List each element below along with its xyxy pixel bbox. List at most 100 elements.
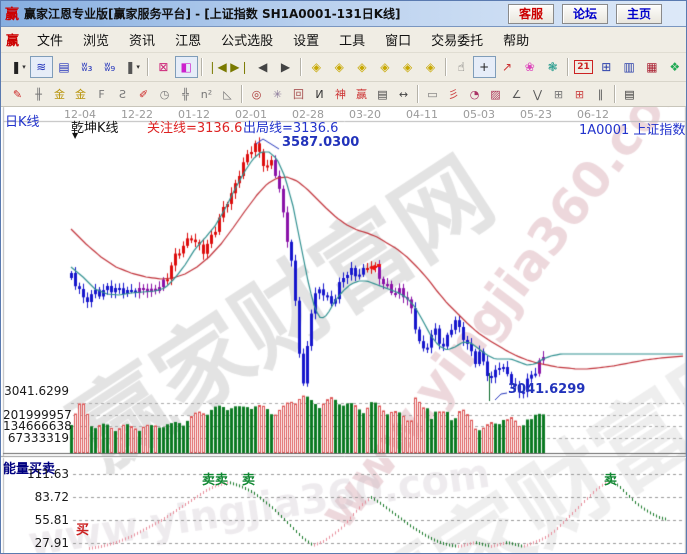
n-wave-button[interactable]: И <box>309 84 330 104</box>
toolbar-main: ❚ ▾ ≋ ▤ ʬ₃ ʬ₉ ❚ ▾ ⊠ ◧ ❘◀ ▶❘ ◀ ▶ ◈ ◈ ◈ ◈ ◈ ◈ ☝ + ↗ ❀ ❃ 21 ⊞ ▥ ▦ ❖ <box>1 53 686 82</box>
leaf-tool-button[interactable]: ❃ <box>541 56 564 78</box>
menu-item-7[interactable]: 工具 <box>339 34 366 49</box>
brush-button[interactable]: ✎ <box>7 84 28 104</box>
ying-grid-button[interactable]: 赢 <box>351 84 372 104</box>
indicator-axis-label: 27.91 <box>34 536 69 550</box>
sell-signal-label: 卖 <box>242 473 256 488</box>
home-button[interactable]: 主页 <box>616 3 662 24</box>
diamond-hexpand-button[interactable]: ◈ <box>396 56 419 78</box>
gann-grid-icon: ╫ <box>35 87 42 101</box>
price-grid-button[interactable]: ╬ <box>175 84 196 104</box>
menu-item-8[interactable]: 窗口 <box>385 34 412 49</box>
menu-item-6[interactable]: 设置 <box>293 34 320 49</box>
flower-tool-button[interactable]: ❀ <box>518 56 541 78</box>
shen-grid-button[interactable]: 神 <box>330 84 351 104</box>
time-circle-icon: ◷ <box>159 87 170 101</box>
star-burst-icon: ✳ <box>272 87 283 101</box>
angle-ruler-button[interactable]: ◺ <box>217 84 238 104</box>
menu-item-10[interactable]: 帮助 <box>503 34 530 49</box>
menu-item-4[interactable]: 江恩 <box>175 34 202 49</box>
gold-grid-b-button[interactable]: 金 <box>70 84 91 104</box>
minutes-3-button[interactable]: ʬ₃ <box>75 56 98 78</box>
calendar-button[interactable]: 21 <box>572 56 595 78</box>
indicator-axis-label: 111.63 <box>27 467 69 481</box>
prev-bar-button[interactable]: ◀ <box>251 56 274 78</box>
time-circle-button[interactable]: ◷ <box>154 84 175 104</box>
menu-item-2[interactable]: 浏览 <box>83 34 110 49</box>
menu-item-3[interactable]: 资讯 <box>129 34 156 49</box>
buy-signal-label: 买 <box>76 523 90 538</box>
next-bar-button[interactable]: ▶ <box>274 56 297 78</box>
diamond-expand-button[interactable]: ◈ <box>419 56 442 78</box>
indicator-axis-label: 83.72 <box>34 490 69 504</box>
square-spiral-button[interactable]: 回 <box>288 84 309 104</box>
toolbar-separator <box>567 58 570 76</box>
menu-item-1[interactable]: 文件 <box>37 34 64 49</box>
hand-drag-button[interactable]: ☝ <box>450 56 473 78</box>
candle-style-button[interactable]: ❚ ▾ <box>121 56 144 78</box>
toolbar-separator <box>614 85 616 103</box>
forum-button[interactable]: 论坛 <box>562 3 608 24</box>
fan-box-button[interactable]: ▨ <box>485 84 506 104</box>
menu-item-5[interactable]: 公式选股 <box>221 34 274 49</box>
target-circle-button[interactable]: ◎ <box>246 84 267 104</box>
date-tick-label: 12-22 <box>121 108 153 121</box>
export-button[interactable]: ❖ <box>663 56 686 78</box>
kline-style-label[interactable]: 乾坤K线 <box>71 121 119 136</box>
color-volume-button[interactable]: ◧ <box>174 56 198 78</box>
arc-box-icon: ◔ <box>469 87 480 101</box>
info-list-button[interactable]: ▤ <box>53 56 76 78</box>
first-page-button[interactable]: ❘◀ <box>206 56 229 78</box>
kline-style-button[interactable]: ❚ ▾ <box>7 56 30 78</box>
side-panel-button[interactable]: ▤ <box>619 84 640 104</box>
calculator-button[interactable]: ⊞ <box>595 56 618 78</box>
trendline-button[interactable]: ↗ <box>496 56 519 78</box>
diamond-left-button[interactable]: ◈ <box>305 56 328 78</box>
box-tool-icon: ▭ <box>427 87 438 101</box>
notes-button[interactable]: ▥ <box>618 56 641 78</box>
menu-item-9[interactable]: 交易委托 <box>431 34 484 49</box>
diamond-center-button[interactable]: ◈ <box>373 56 396 78</box>
v-wave-icon: ⋁ <box>532 87 543 101</box>
date-tick-label: 03-20 <box>349 108 381 121</box>
title-bar: 赢 赢家江恩专业版[赢家服务平台] - [上证指数 SH1A0001-131日K… <box>1 1 686 27</box>
n2-grid-button[interactable]: n² <box>196 84 217 104</box>
save-button[interactable]: ▦ <box>641 56 664 78</box>
diamond-split-icon: ◈ <box>357 60 367 74</box>
parallel-lines-icon: ∥ <box>597 87 604 101</box>
grid-cross-button[interactable]: ⊞ <box>548 84 569 104</box>
calculator-icon: ⊞ <box>601 60 612 74</box>
angle-ruler-icon: ◺ <box>223 87 232 101</box>
pattern-select-button[interactable]: ⊠ <box>152 56 175 78</box>
angle-lines-button[interactable]: ∠ <box>506 84 527 104</box>
spiral-grid-button[interactable]: Ƨ <box>112 84 133 104</box>
crosshair-button[interactable]: + <box>472 56 496 78</box>
parallel-lines-button[interactable]: ∥ <box>590 84 611 104</box>
info-list-icon: ▤ <box>58 60 70 74</box>
minutes-9-button[interactable]: ʬ₉ <box>98 56 121 78</box>
overlay-curves-button[interactable]: ≋ <box>29 56 53 78</box>
price-axis-low-label: 3041.6299 <box>4 384 69 398</box>
candle-style-icon: ❚ <box>125 60 136 74</box>
fan-box-icon: ▨ <box>490 87 501 101</box>
brush-chart-button[interactable]: ✐ <box>133 84 154 104</box>
ruler-123-button[interactable]: ▤ <box>372 84 393 104</box>
diamond-right-button[interactable]: ◈ <box>328 56 351 78</box>
service-button[interactable]: 客服 <box>508 3 554 24</box>
fib-grid-button[interactable]: F <box>91 84 112 104</box>
v-wave-button[interactable]: ⋁ <box>527 84 548 104</box>
gold-grid-a-button[interactable]: 金 <box>49 84 70 104</box>
star-burst-button[interactable]: ✳ <box>267 84 288 104</box>
gann-grid-button[interactable]: ╫ <box>28 84 49 104</box>
grid-red-button[interactable]: ⊞ <box>569 84 590 104</box>
flower-tool-icon: ❀ <box>524 60 535 74</box>
last-page-button[interactable]: ▶❘ <box>228 56 251 78</box>
ruler-123-icon: ▤ <box>377 87 388 101</box>
toolbar-drawing: ✎ ╫ 金金 F Ƨ ✐ ◷ ╬ n² ◺ ◎ ✳ 回 И 神赢 ▤ ↔ ▭ 彡 ◔ ▨ ∠ ⋁ ⊞ ⊞ ∥ ▤ <box>1 82 686 107</box>
fan-lines-button[interactable]: 彡 <box>443 84 464 104</box>
chevron-down-icon[interactable]: ▼ <box>72 131 79 140</box>
arc-box-button[interactable]: ◔ <box>464 84 485 104</box>
box-tool-button[interactable]: ▭ <box>422 84 443 104</box>
diamond-split-button[interactable]: ◈ <box>351 56 374 78</box>
width-measure-button[interactable]: ↔ <box>393 84 414 104</box>
